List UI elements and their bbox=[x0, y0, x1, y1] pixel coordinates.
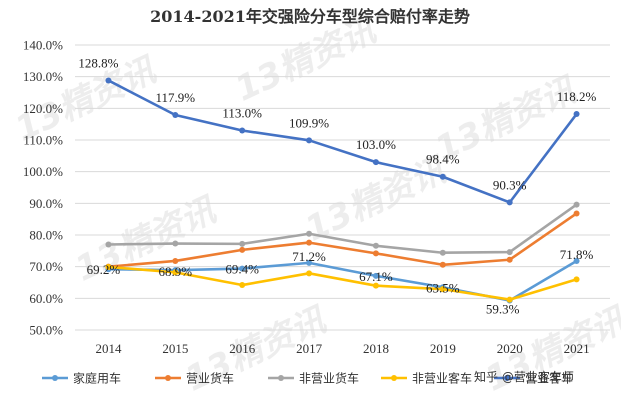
y-tick-label: 50.0% bbox=[29, 323, 63, 338]
series-line bbox=[108, 265, 577, 301]
y-tick-label: 80.0% bbox=[29, 228, 63, 243]
x-tick-label: 2018 bbox=[363, 341, 389, 356]
data-label: 63.5% bbox=[426, 280, 460, 295]
legend-marker bbox=[52, 375, 58, 381]
data-point bbox=[372, 250, 379, 257]
x-tick-label: 2019 bbox=[430, 341, 456, 356]
data-point bbox=[306, 137, 313, 144]
data-point bbox=[372, 272, 379, 279]
data-point bbox=[239, 265, 246, 272]
data-point bbox=[306, 270, 313, 277]
data-point bbox=[506, 249, 513, 256]
data-point bbox=[506, 199, 513, 206]
x-tick-label: 2021 bbox=[564, 341, 590, 356]
data-point bbox=[239, 127, 246, 134]
legend-marker bbox=[278, 375, 284, 381]
data-label: 69.2% bbox=[87, 262, 121, 277]
series-line bbox=[108, 212, 578, 268]
gridlines bbox=[75, 44, 610, 331]
x-tick-label: 2020 bbox=[497, 341, 523, 356]
data-point bbox=[439, 249, 446, 256]
legend: 家庭用车 营业货车 非营业货车 非营业客车 营业客车 bbox=[42, 371, 573, 386]
data-label: 113.0% bbox=[222, 106, 262, 121]
legend-label: 家庭用车 bbox=[73, 371, 121, 386]
data-labels: 69.2% 68.9% 69.4% 71.2% 67.1% 63.5% 59.3% 71.8%… bbox=[78, 55, 596, 316]
x-axis: 2014 2015 2016 2017 2018 2019 2020 2021 bbox=[95, 341, 589, 356]
y-tick-label: 100.0% bbox=[23, 164, 63, 179]
legend-label: 营业客车 bbox=[525, 371, 573, 386]
data-point bbox=[573, 257, 580, 264]
series-layer bbox=[105, 77, 580, 304]
data-point bbox=[306, 230, 313, 237]
legend-marker bbox=[165, 375, 171, 381]
data-point bbox=[105, 77, 112, 84]
data-point bbox=[439, 173, 446, 180]
data-point bbox=[306, 239, 313, 246]
legend-label: 非营业货车 bbox=[299, 371, 359, 386]
y-tick-label: 60.0% bbox=[29, 291, 63, 306]
series-line bbox=[108, 203, 578, 255]
y-tick-label: 90.0% bbox=[29, 196, 63, 211]
data-label: 109.9% bbox=[289, 115, 329, 130]
data-label: 67.1% bbox=[359, 269, 393, 284]
data-point bbox=[573, 276, 580, 283]
data-label: 71.8% bbox=[560, 247, 594, 262]
x-tick-label: 2016 bbox=[229, 341, 256, 356]
data-label: 128.8% bbox=[78, 55, 118, 70]
data-point bbox=[506, 256, 513, 263]
data-point bbox=[172, 257, 179, 264]
y-tick-label: 70.0% bbox=[29, 259, 63, 274]
data-point bbox=[506, 296, 513, 303]
legend-marker bbox=[391, 375, 397, 381]
y-axis: 50.0% 60.0% 70.0% 80.0% 90.0% 100.0% 110.0% 120… bbox=[23, 38, 63, 338]
data-point bbox=[372, 159, 379, 166]
data-point bbox=[105, 263, 112, 270]
data-point bbox=[306, 259, 313, 266]
chart-title: 2014-2021年交强险分车型综合赔付率走势 bbox=[150, 7, 470, 26]
y-tick-label: 120.0% bbox=[23, 101, 63, 116]
data-point bbox=[239, 246, 246, 253]
data-point bbox=[239, 240, 246, 247]
y-tick-label: 110.0% bbox=[23, 133, 63, 148]
data-point bbox=[172, 111, 179, 118]
y-tick-label: 140.0% bbox=[23, 38, 63, 53]
data-point bbox=[372, 242, 379, 249]
data-point bbox=[172, 240, 179, 247]
y-tick-label: 130.0% bbox=[23, 69, 63, 84]
data-point bbox=[573, 210, 580, 217]
series-line bbox=[107, 79, 578, 204]
data-label: 90.3% bbox=[493, 177, 527, 192]
x-tick-label: 2015 bbox=[162, 341, 188, 356]
data-label: 69.4% bbox=[225, 262, 259, 277]
x-tick-label: 2014 bbox=[95, 341, 122, 356]
x-tick-label: 2017 bbox=[296, 341, 323, 356]
source-watermark: 知乎 @营业客车师 bbox=[474, 369, 574, 384]
data-point bbox=[439, 286, 446, 293]
legend-label: 非营业客车 bbox=[412, 371, 472, 386]
data-label: 68.9% bbox=[159, 264, 193, 279]
data-point bbox=[105, 241, 112, 248]
data-label: 98.4% bbox=[426, 152, 460, 167]
data-point bbox=[573, 201, 580, 208]
data-point bbox=[439, 261, 446, 268]
data-label: 118.2% bbox=[557, 89, 597, 104]
data-label: 59.3% bbox=[486, 302, 520, 317]
legend-label: 营业货车 bbox=[186, 371, 234, 386]
legend-marker bbox=[504, 375, 510, 381]
data-point bbox=[573, 111, 580, 118]
data-label: 117.9% bbox=[156, 90, 196, 105]
data-point bbox=[172, 269, 179, 276]
data-label: 71.2% bbox=[292, 249, 326, 264]
data-label: 103.0% bbox=[356, 137, 396, 152]
data-point bbox=[239, 282, 246, 289]
data-point bbox=[372, 282, 379, 289]
